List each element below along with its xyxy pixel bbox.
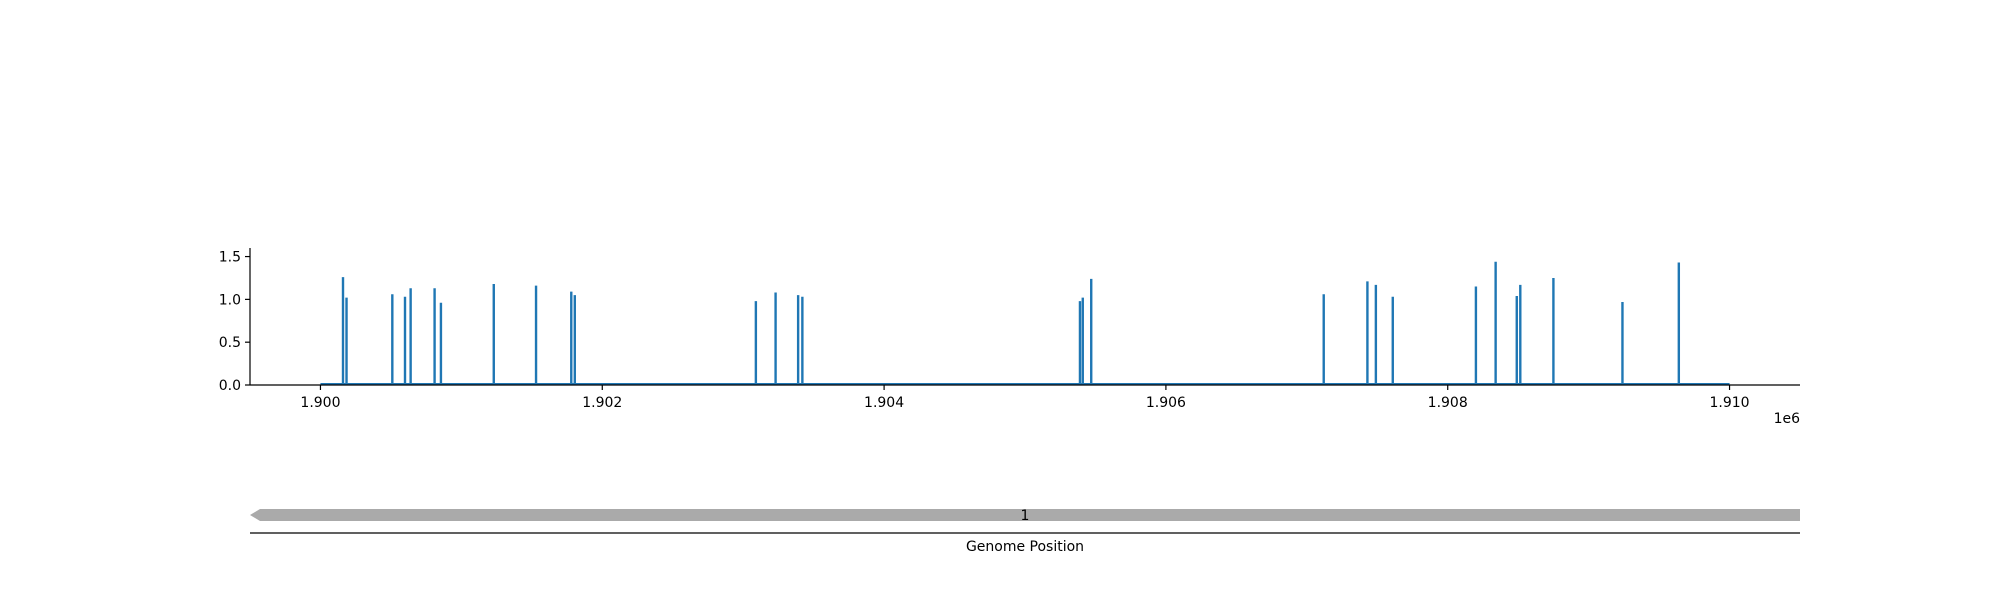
x-axis-ticks: 1.900 1.902 1.904 1.906 1.908 1.910 — [300, 385, 1750, 411]
x-tick-label: 1.908 — [1428, 395, 1468, 411]
gene-track: 1 Genome Position — [250, 508, 1800, 555]
y-tick-label: 1.0 — [219, 292, 241, 308]
x-tick-label: 1.902 — [582, 395, 622, 411]
gene-feature-label: 1 — [1021, 508, 1030, 524]
coverage-plot: 0.00.51.01.5 1.900 1.902 1.904 1.906 1.908 1.… — [219, 248, 1800, 427]
y-tick-label: 0.0 — [219, 378, 241, 394]
x-axis-label: Genome Position — [966, 539, 1084, 555]
y-axis-ticks: 0.0 0.5 1.0 1.5 — [219, 250, 250, 394]
x-tick-label: 1.906 — [1146, 395, 1186, 411]
x-tick-label: 1.904 — [864, 395, 904, 411]
y-tick-label: 1.5 — [219, 250, 241, 266]
x-axis-multiplier: 1e6 — [1774, 411, 1801, 427]
gene-features: 1 — [250, 508, 1800, 524]
x-tick-label: 1.910 — [1709, 395, 1749, 411]
gene-feature-arrow — [250, 509, 1800, 521]
y-tick-label: 0.5 — [219, 335, 241, 351]
coverage-bars — [341, 261, 1681, 385]
x-tick-label: 1.900 — [300, 395, 340, 411]
